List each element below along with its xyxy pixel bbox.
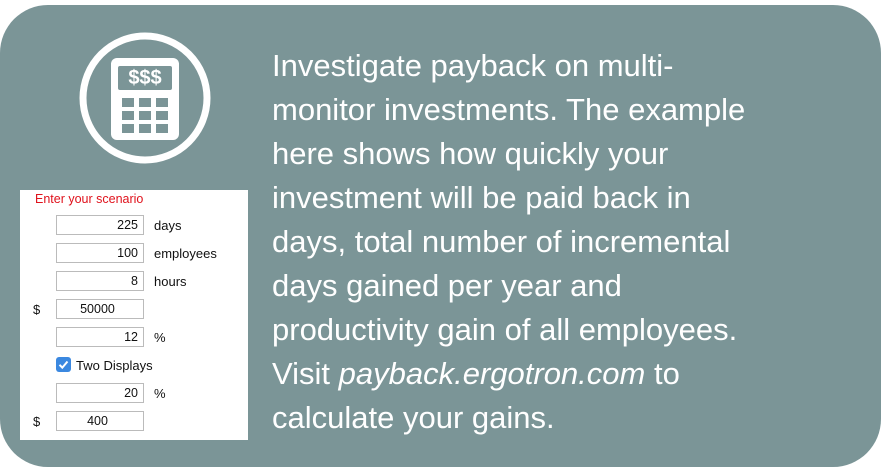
currency-prefix: $ [33, 302, 41, 317]
checkbox[interactable] [56, 357, 71, 372]
unit-label: days [154, 218, 182, 233]
check-mark [58, 360, 69, 370]
description-line: investment will be paid back in [272, 180, 691, 215]
form-row: 8 hours [20, 271, 248, 293]
description-line: Visit payback.ergotron.com to [272, 352, 745, 396]
description-line: Investigate payback on multi- [272, 48, 674, 83]
unit-label: % [154, 330, 166, 345]
calculator-screen [118, 66, 172, 90]
form-row: 12% [20, 327, 248, 349]
description-line: monitor investments. The example [272, 92, 746, 127]
description-line: days, total number of incremental [272, 224, 731, 259]
input-field[interactable]: 12 [56, 327, 144, 347]
form-row: 225 days [20, 215, 248, 237]
visit-text: to [653, 356, 680, 391]
form-row: $50000 [20, 299, 248, 321]
input-field[interactable]: 20 [56, 383, 144, 403]
scenario-form: Enter your scenario 225 days 100 employees 8… [20, 190, 248, 440]
input-field[interactable]: 225 [56, 215, 144, 235]
form-row: Two Displays [20, 355, 248, 377]
unit-label: % [154, 386, 166, 401]
checkbox-label: Two Displays [76, 358, 153, 373]
input-field[interactable]: 400 [56, 411, 144, 431]
calculator-keys [122, 98, 168, 133]
description-line: calculate your gains. [272, 400, 555, 435]
unit-label: employees [154, 246, 217, 261]
form-row: $400 [20, 411, 248, 433]
icon-ring [79, 32, 211, 164]
unit-label: hours [154, 274, 187, 289]
currency-prefix: $ [33, 414, 41, 429]
form-row: 100 employees [20, 243, 248, 265]
description-line: here shows how quickly your [272, 136, 669, 171]
description-line: days gained per year and [272, 268, 622, 303]
description-line: productivity gain of all employees. [272, 312, 738, 347]
input-field[interactable]: 100 [56, 243, 144, 263]
website-link: payback.ergotron.com [338, 356, 646, 391]
calculator-icon: $$$ [79, 32, 211, 164]
icon-text: $$$ [128, 67, 161, 89]
visit-text: Visit [272, 356, 331, 391]
description: Investigate payback on multi-monitor inv… [272, 44, 745, 440]
form-row: 20% [20, 383, 248, 405]
form-heading: Enter your scenario [35, 192, 144, 206]
input-field[interactable]: 50000 [56, 299, 144, 319]
input-field[interactable]: 8 [56, 271, 144, 291]
